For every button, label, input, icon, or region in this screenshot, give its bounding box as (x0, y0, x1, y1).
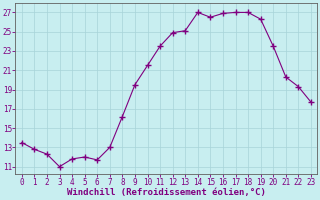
X-axis label: Windchill (Refroidissement éolien,°C): Windchill (Refroidissement éolien,°C) (67, 188, 266, 197)
